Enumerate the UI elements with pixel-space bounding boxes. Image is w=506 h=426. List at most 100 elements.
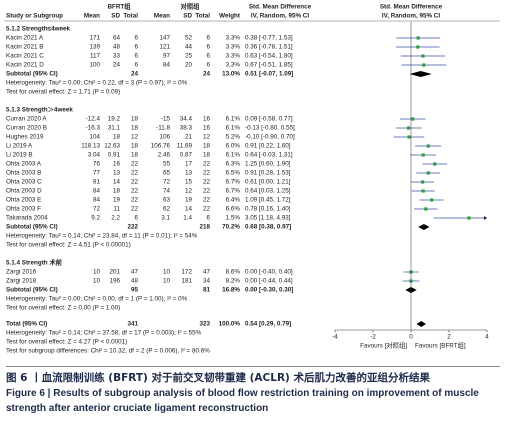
study-name: Ohta 2003 C [6,179,42,186]
cell: 6 [134,62,138,69]
cell: 2.2 [111,215,120,222]
subtotal-n: 323 [199,321,210,328]
point-estimate [433,162,437,166]
cell: 22 [203,197,211,204]
header-group: BFRT组 [107,2,131,11]
cell: 117 [90,53,101,60]
cell: 6 [206,35,210,42]
subtotal-n: 341 [127,321,138,328]
subtotal-ci: 0.68 [0.38, 0.97] [245,224,291,231]
ci-text: 0.00 [-0.40, 0.40] [245,269,293,276]
cell: 201 [109,269,120,276]
weight: 3.3% [226,35,241,42]
cell: 22 [131,179,139,186]
cell: 84 [163,62,171,69]
cell: 18 [203,152,211,159]
subtotal-weight: 16.8% [222,287,240,294]
cell: 48 [113,44,121,51]
cell: 19 [185,197,193,204]
cell: 0.87 [180,152,193,159]
cell: 74 [163,188,171,195]
heterogeneity: Heterogeneity: Tau² = 0.14; Chi² = 37.58… [6,330,202,337]
study-name: Kacin 2021 A [6,35,44,42]
cell: 13 [185,170,193,177]
heterogeneity: Heterogeneity: Tau² = 0.00; Chi² = 0.00,… [6,296,188,303]
cell: 11 [113,206,120,213]
cell: 63 [163,197,171,204]
subtotal-label: Subtotal (95% CI) [6,71,58,78]
point-estimate [426,171,430,175]
cell: -16.3 [86,125,101,132]
study-name: Ohta 2003 F [6,206,41,213]
cell: 34.4 [180,116,193,123]
cell: -12.4 [86,116,101,123]
ci-arrow [484,216,487,220]
ci-text: -0.10 [-0.90, 0.70] [245,134,295,141]
point-estimate [420,180,425,184]
header-col: IV, Random, 95% CI [382,13,440,20]
cell: 19.2 [108,116,121,123]
cell: -11.8 [156,125,170,132]
cell: 52 [185,35,193,42]
cell: 31.1 [108,125,121,132]
weight: 6.1% [226,125,241,132]
x-tick-label: -2 [370,334,376,341]
cell: 181 [181,278,192,285]
cell: 22 [203,161,211,168]
point-estimate [411,117,415,121]
cell: 65 [163,170,171,177]
cell: 147 [159,35,170,42]
weight: 6.5% [226,170,241,177]
ci-text: 0.91 [0.28, 1.53] [245,170,291,177]
cell: 10 [93,269,101,276]
cell: 19 [113,197,121,204]
study-name: Ohta 2003 D [6,188,42,195]
cell: 84 [93,188,101,195]
cell: 97 [163,53,171,60]
caption-en: Figure 6 | Results of subgroup analysis … [6,388,479,414]
cell: -15 [161,116,171,123]
cell: 0.91 [108,152,121,159]
subgroup-differences: Test for subgroup differences: Chi² = 10… [6,348,210,355]
weight: 6.3% [226,161,241,168]
cell: 55 [163,161,171,168]
cell: 12 [185,188,193,195]
subtotal-weight: 70.2% [222,224,240,231]
study-name: Kacin 2021 C [6,53,44,60]
heterogeneity: Heterogeneity: Tau² = 0.14; Chi² = 23.84… [6,233,198,240]
ci-text: 0.38 [-0.77, 1.53] [245,35,293,42]
x-tick-label: -4 [332,334,338,341]
weight: 3.3% [226,53,241,60]
subtotal-n: 218 [199,224,210,231]
weight: 3.3% [226,44,241,51]
study-name: Hughes 2019 [6,134,44,141]
cell: 25 [185,53,193,60]
cell: 81 [93,179,101,186]
weight: 6.7% [226,188,241,195]
subtotal-n: 222 [127,224,138,231]
weight: 8.6% [226,269,241,276]
study-name: Takarada 2004 [6,215,48,222]
overall-effect: Test for overall effect: Z = 1.71 (P = 0… [6,89,120,96]
forest-plot: BFRT组 对照组 Std. Mean Difference Std. Mean Di… [4,2,500,355]
ci-text: 0.91 [0.22, 1.60] [245,143,291,150]
cell: 18 [131,125,139,132]
overall-effect: Test for overall effect: Z = 4.27 (P < 0… [6,339,127,346]
point-estimate [407,135,411,139]
diamond [418,224,430,230]
study-name: Kacin 2021 B [6,44,43,51]
cell: 18 [131,143,139,150]
caption: 图 6 丨血流限制训练 (BFRT) 对于前交叉韧带重建 (ACLR) 术后肌力… [0,362,506,416]
subtotal-n: 95 [131,287,139,294]
cell: 16 [113,161,121,168]
cell: 18 [113,134,121,141]
header-col: Total [123,13,138,20]
cell: 12 [203,134,211,141]
subtotal-label: Subtotal (95% CI) [6,287,58,294]
cell: 6 [134,44,138,51]
ci-text: 1.25 [0.60, 1.90] [245,161,291,168]
cell: 18 [131,116,139,123]
point-estimate [430,198,434,202]
cell: 22 [131,188,139,195]
cell: 11.69 [177,143,193,150]
